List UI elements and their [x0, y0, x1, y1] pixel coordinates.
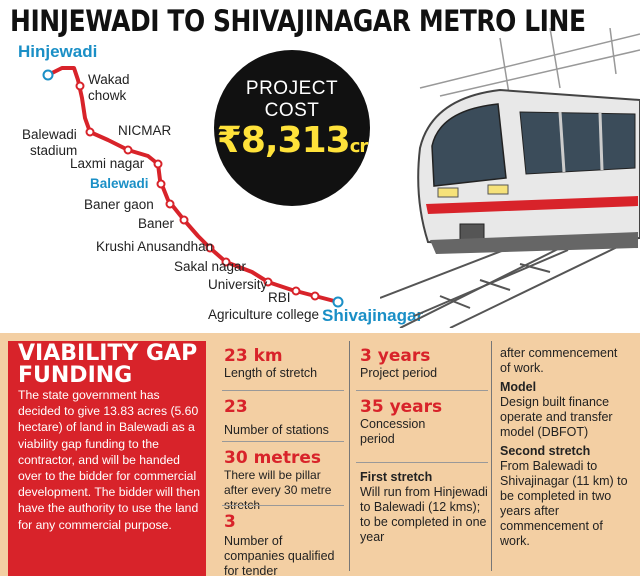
- viability-heading: VIABILITY GAP FUNDING: [18, 343, 197, 387]
- station-label-agriculture-college: Agriculture college: [208, 307, 320, 322]
- train-headlight-left: [437, 187, 459, 198]
- divider: [356, 462, 488, 463]
- station-dot-hinjewadi: [42, 69, 54, 81]
- divider: [356, 390, 488, 391]
- project-cost-value: ₹8,313: [216, 120, 351, 161]
- fact-pillar-value: 30 metres: [224, 448, 321, 468]
- station-label-rbi: RBI: [268, 290, 291, 305]
- station-dot-nicmar: [123, 145, 133, 155]
- station-label-nicmar: NICMAR: [118, 123, 172, 138]
- viability-heading-line1: VIABILITY GAP: [18, 341, 198, 366]
- fact-length: 23 km Length of stretch: [224, 346, 344, 381]
- project-cost-label-2: COST: [264, 100, 320, 121]
- station-dot-agriculture-college: [310, 291, 320, 301]
- fact-first-stretch: First stretch Will run from Hinjewadi to…: [360, 470, 488, 545]
- fact-model: Model Design built finance operate and t…: [500, 380, 630, 440]
- fact-first-stretch-text: Will run from Hinjewadi to Balewadi (12 …: [360, 485, 488, 544]
- fact-companies: 3 Number of companies qualified for tend…: [224, 512, 344, 579]
- divider: [222, 390, 344, 391]
- station-label-balewadi-stadium-2: stadium: [30, 143, 78, 158]
- fact-project-period-label: Project period: [360, 366, 438, 380]
- fact-model-text: Design built finance operate and transfe…: [500, 395, 613, 439]
- divider: [222, 505, 344, 506]
- station-dot-university: [263, 277, 273, 287]
- fact-pillar-label: There will be pillar after every 30 metr…: [224, 468, 332, 512]
- fact-stations-label: Number of stations: [224, 423, 329, 437]
- fact-model-heading: Model: [500, 380, 537, 394]
- fact-continuation: after commencement of work.: [500, 346, 630, 376]
- station-dot-baner: [179, 215, 189, 225]
- station-label-baner: Baner: [138, 216, 175, 231]
- fact-stations-value: 23: [224, 397, 248, 417]
- viability-gap-funding-box: VIABILITY GAP FUNDING The state governme…: [8, 341, 206, 576]
- station-label-hinjewadi: Hinjewadi: [18, 42, 98, 61]
- fact-length-value: 23 km: [224, 346, 283, 366]
- fact-second-stretch: Second stretch From Balewadi to Shivajin…: [500, 444, 634, 549]
- station-label-krushi-anusandhan: Krushi Anusandhan: [96, 239, 214, 254]
- fact-continuation-text: after commencement of work.: [500, 346, 618, 375]
- project-cost-badge: PROJECT COST ₹8,313cr: [214, 50, 370, 206]
- fact-pillar: 30 metres There will be pillar after eve…: [224, 448, 348, 513]
- station-label-balewadi-stadium-1: Balewadi: [22, 127, 77, 142]
- fact-project-period-value: 3 years: [360, 346, 431, 366]
- viability-body: The state government has decided to give…: [18, 388, 201, 532]
- fact-stations: 23 Number of stations: [224, 397, 344, 438]
- column-divider: [491, 341, 492, 571]
- rail-tracks: [380, 235, 640, 328]
- project-cost-unit: cr: [349, 136, 369, 157]
- station-label-laxmi-nagar: Laxmi nagar: [70, 156, 145, 171]
- station-label-wakad: Wakad: [88, 72, 130, 87]
- fact-companies-label: Number of companies qualified for tender: [224, 534, 335, 578]
- overhead-wires: [419, 28, 640, 101]
- train-headlight-right: [487, 184, 509, 195]
- station-label-university: University: [208, 277, 268, 292]
- fact-concession-label: Concession period: [360, 417, 426, 446]
- page-title: HINJEWADI TO SHIVAJINAGAR METRO LINE: [10, 4, 586, 38]
- station-label-balewadi: Balewadi: [90, 176, 149, 191]
- station-label-baner-gaon: Baner gaon: [84, 197, 154, 212]
- fact-project-period: 3 years Project period: [360, 346, 490, 381]
- column-divider: [349, 341, 350, 571]
- train-side-windows: [519, 111, 636, 175]
- divider: [222, 441, 344, 442]
- station-dot-balewadi: [156, 179, 166, 189]
- station-dot-rbi: [291, 286, 301, 296]
- fact-first-stretch-heading: First stretch: [360, 470, 433, 484]
- fact-second-stretch-text: From Balewadi to Shivajinagar (11 km) to…: [500, 459, 628, 548]
- metro-train-illustration: [380, 28, 640, 328]
- fact-length-label: Length of stretch: [224, 366, 318, 380]
- train-red-stripe: [426, 196, 638, 214]
- train-windshield: [431, 103, 507, 187]
- station-dot-shivajinagar: [332, 296, 344, 308]
- station-label-sakal-nagar: Sakal nagar: [174, 259, 247, 274]
- metro-route-map: [42, 66, 344, 308]
- train-undercarriage: [430, 232, 638, 254]
- fact-concession-value: 35 years: [360, 397, 443, 417]
- fact-concession: 35 years Concession period: [360, 397, 460, 447]
- station-dot-balewadi-stadium: [85, 127, 95, 137]
- station-dot-baner-gaon: [165, 199, 175, 209]
- station-label-shivajinagar: Shivajinagar: [322, 306, 424, 325]
- fact-companies-value: 3: [224, 512, 236, 532]
- fact-second-stretch-heading: Second stretch: [500, 444, 591, 458]
- station-dot-sakal-nagar: [221, 257, 231, 267]
- station-dot-laxmi-nagar: [153, 159, 163, 169]
- station-label-chowk: chowk: [88, 88, 127, 103]
- station-dot-krushi-anusandhan: [205, 243, 215, 253]
- project-cost-amount: ₹8,313cr: [214, 120, 370, 161]
- project-cost-label-1: PROJECT: [245, 78, 339, 99]
- viability-heading-line2: FUNDING: [18, 363, 133, 388]
- station-dot-wakad: [75, 81, 85, 91]
